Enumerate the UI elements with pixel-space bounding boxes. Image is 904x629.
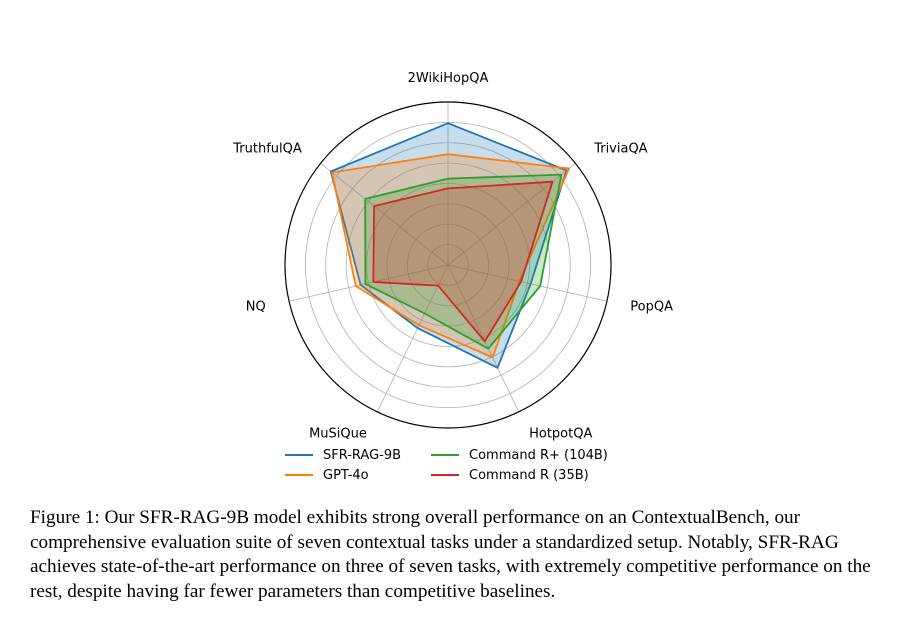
- radar-series: [329, 122, 570, 369]
- grid-spoke: [376, 264, 449, 413]
- legend-label: SFR-RAG-9B: [323, 447, 402, 463]
- legend-line-sfr-rag-9b: [285, 454, 313, 456]
- axis-label-musique: MuSiQue: [309, 427, 367, 442]
- grid-spoke: [447, 264, 608, 302]
- axis-label-hotpotqa: HotpotQA: [529, 427, 592, 442]
- figure-caption: Figure 1: Our SFR-RAG-9B model exhibits …: [30, 506, 878, 604]
- radar-chart: 2WikiHopQA TriviaQA PopQA HotpotQA MuSiQue NQ…: [232, 71, 673, 442]
- axis-label-nq: NQ: [246, 300, 266, 315]
- legend-line-command-r: [431, 474, 459, 476]
- legend-item-command-r-plus: Command R+ (104B): [431, 446, 608, 464]
- legend-line-gpt-4o: [285, 474, 313, 476]
- caption-text: Figure 1: Our SFR-RAG-9B model exhibits …: [30, 507, 871, 602]
- legend-item-sfr-rag-9b: SFR-RAG-9B: [285, 446, 401, 464]
- axis-label-triviaqa: TriviaQA: [593, 141, 647, 156]
- axis-label-popqa: PopQA: [630, 300, 673, 315]
- legend-label: GPT-4o: [323, 467, 369, 483]
- chart-legend: SFR-RAG-9B GPT-4o Command R+ (104B) Comm…: [285, 444, 645, 484]
- legend-label: Command R (35B): [469, 467, 589, 483]
- legend-item-gpt-4o: GPT-4o: [285, 466, 369, 484]
- series-command-r-35b: [372, 180, 554, 343]
- axis-labels: 2WikiHopQA TriviaQA PopQA HotpotQA MuSiQue NQ…: [232, 71, 673, 442]
- grid-spoke: [447, 163, 576, 266]
- legend-label: Command R+ (104B): [469, 447, 608, 463]
- legend-line-command-r-plus: [431, 454, 459, 456]
- radar-grid: [284, 101, 612, 429]
- axis-label-truthfulqa: TruthfulQA: [232, 141, 302, 156]
- series-gpt-4o: [331, 153, 570, 359]
- legend-item-command-r: Command R (35B): [431, 466, 589, 484]
- axis-label-2wikihopqa: 2WikiHopQA: [408, 71, 489, 86]
- series-command-r-104b: [364, 173, 563, 350]
- grid-spoke: [288, 264, 449, 302]
- radar-frame: [284, 101, 612, 429]
- grid-spoke: [320, 163, 449, 266]
